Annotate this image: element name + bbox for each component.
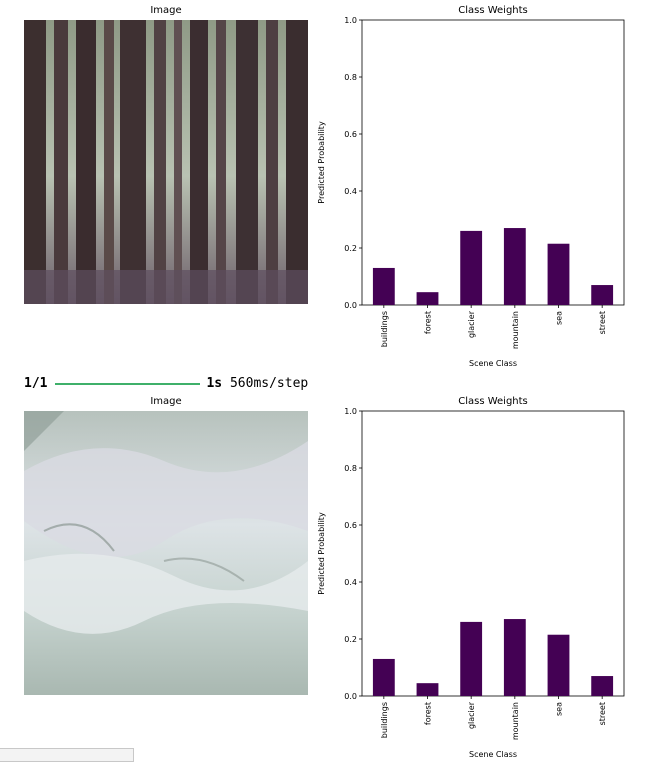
x-tick-label: mountain <box>511 702 520 740</box>
forest-photo <box>24 20 308 304</box>
y-tick-label: 0.0 <box>344 301 357 310</box>
bar <box>547 634 570 696</box>
chart-title: Class Weights <box>458 5 528 16</box>
plot-frame <box>361 410 625 697</box>
x-tick-label: buildings <box>380 311 389 347</box>
plot-frame <box>361 19 625 306</box>
x-tick-label: mountain <box>511 311 520 349</box>
x-tick-label: street <box>598 311 607 334</box>
y-tick-label: 0.4 <box>344 187 357 196</box>
y-tick-label: 1.0 <box>344 407 357 416</box>
x-tick-label: glacier <box>467 310 476 338</box>
x-axis-label: Scene Class <box>469 750 517 759</box>
x-tick-label: street <box>598 702 607 725</box>
bar <box>547 243 570 305</box>
progress-line: 1/1 1s 560ms/step <box>24 376 324 394</box>
bar <box>503 619 526 696</box>
bar <box>591 676 614 696</box>
progress-time: 1s <box>206 376 223 391</box>
y-tick-label: 0.0 <box>344 692 357 701</box>
y-axis-label: Predicted Probability <box>317 512 326 595</box>
y-tick-label: 1.0 <box>344 16 357 25</box>
x-axis-label: Scene Class <box>469 359 517 368</box>
bar <box>372 658 395 696</box>
y-tick-label: 0.8 <box>344 464 357 473</box>
x-tick-label: sea <box>555 702 564 716</box>
progress-bar <box>55 382 201 385</box>
x-tick-label: forest <box>424 702 433 725</box>
progress-step: 560ms/step <box>229 376 309 391</box>
bar <box>372 267 395 305</box>
y-tick-label: 0.6 <box>344 521 357 530</box>
y-tick-label: 0.2 <box>344 635 357 644</box>
y-tick-label: 0.4 <box>344 578 357 587</box>
x-tick-label: buildings <box>380 702 389 738</box>
x-tick-label: glacier <box>467 701 476 729</box>
glacier-photo <box>24 411 308 695</box>
image-title: Image <box>150 396 182 407</box>
x-tick-label: sea <box>555 311 564 325</box>
y-tick-label: 0.2 <box>344 244 357 253</box>
chart-title: Class Weights <box>458 396 528 407</box>
bar <box>460 230 483 305</box>
bar <box>591 285 614 305</box>
image-title: Image <box>150 5 182 16</box>
bar <box>416 683 439 696</box>
y-axis-label: Predicted Probability <box>317 121 326 204</box>
x-tick-label: forest <box>424 311 433 334</box>
bar <box>460 621 483 696</box>
bar <box>503 228 526 305</box>
y-tick-label: 0.6 <box>344 130 357 139</box>
progress-count: 1/1 <box>24 376 48 391</box>
y-tick-label: 0.8 <box>344 73 357 82</box>
bar <box>416 292 439 305</box>
